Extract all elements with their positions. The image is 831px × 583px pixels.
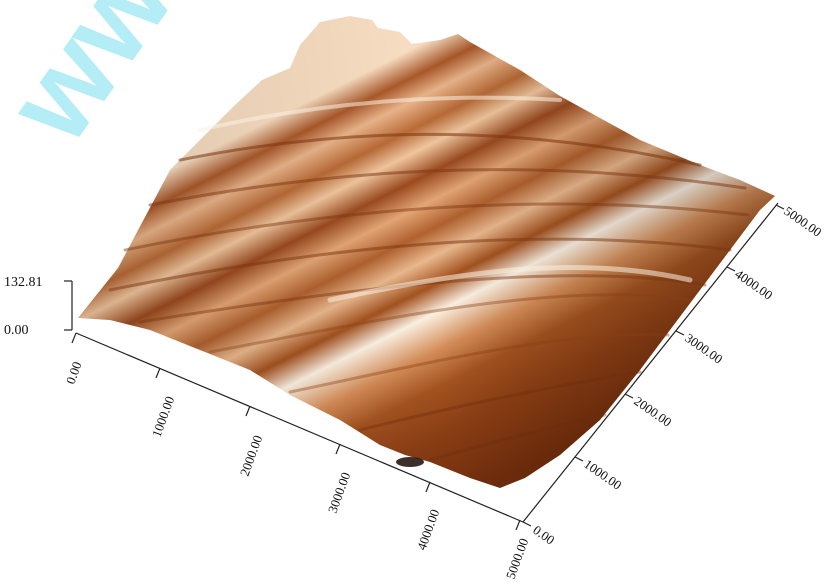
x-axis [71,332,524,531]
afm-surface [78,16,775,488]
y-tick-label: 3000.00 [682,330,725,367]
y-axis [522,202,785,527]
y-tick-label: 4000.00 [732,266,775,303]
terrace-step-lines [108,95,750,462]
x-tick-label: 0.00 [63,360,85,387]
x-tick-label: 1000.00 [149,394,178,439]
y-tick-label: 1000.00 [581,456,624,493]
x-tick-label: 5000.00 [503,536,532,581]
z-min-label: 0.00 [4,323,29,338]
x-tick-label: 2000.00 [237,433,266,478]
y-tick-label: 5000.00 [781,203,824,240]
y-tick-label: 2000.00 [631,393,674,430]
y-tick-label: 0.00 [530,522,557,547]
x-tick-label: 3000.00 [325,470,354,515]
dark-feature [396,457,424,467]
x-tick-label: 4000.00 [414,507,443,552]
z-max-label: 132.81 [4,275,43,290]
z-axis [64,280,73,331]
